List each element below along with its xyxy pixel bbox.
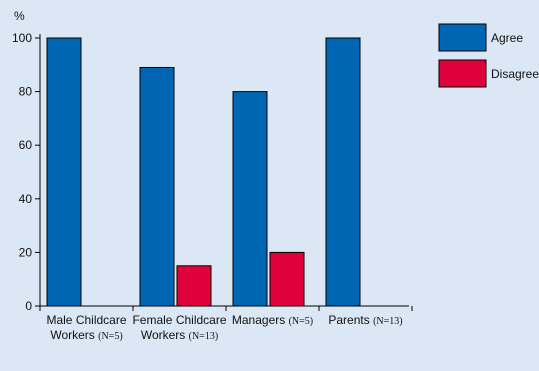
bar-agree xyxy=(325,37,361,307)
legend-label: Disagree xyxy=(491,67,539,81)
category-name: Male Childcare xyxy=(46,313,126,327)
x-tick-label-line2: Workers (N=5) xyxy=(50,328,122,342)
legend: Agree Disagree xyxy=(438,23,539,88)
x-tick-label: Parents (N=13) xyxy=(328,313,402,327)
category-name: Female Childcare xyxy=(132,313,226,327)
bars xyxy=(46,37,361,307)
y-axis: 0 20 40 60 80 100 xyxy=(12,31,41,313)
legend-swatch-disagree xyxy=(438,59,487,88)
y-tick-label: 60 xyxy=(19,138,33,152)
category-n: (N=13) xyxy=(189,331,219,342)
y-axis-label: % xyxy=(14,9,25,23)
category-name: Parents xyxy=(328,313,369,327)
legend-swatch-agree xyxy=(438,23,487,52)
category-n: (N=5) xyxy=(289,316,314,327)
bar-disagree xyxy=(269,251,305,307)
bar-agree xyxy=(139,66,175,307)
y-tick-label: 100 xyxy=(12,31,32,45)
bar-agree xyxy=(232,91,268,307)
x-axis xyxy=(39,305,413,311)
x-tick-label-line2: Workers (N=13) xyxy=(141,328,218,342)
bar-agree xyxy=(46,37,82,307)
category-name-line2: Workers xyxy=(141,328,189,342)
legend-label: Agree xyxy=(491,31,523,45)
category-n: (N=5) xyxy=(98,331,123,342)
y-tick-label: 40 xyxy=(19,192,33,206)
y-tick-label: 0 xyxy=(25,299,32,313)
x-tick-label: Managers (N=5) xyxy=(232,313,313,327)
category-name-line2: Workers xyxy=(50,328,98,342)
x-tick-label: Female Childcare xyxy=(132,313,226,327)
category-n: (N=13) xyxy=(373,316,403,327)
bar-disagree xyxy=(176,265,212,307)
x-tick-label: Male Childcare xyxy=(46,313,126,327)
y-tick-label: 20 xyxy=(19,245,33,259)
category-name: Managers xyxy=(232,313,285,327)
y-tick-label: 80 xyxy=(19,85,33,99)
